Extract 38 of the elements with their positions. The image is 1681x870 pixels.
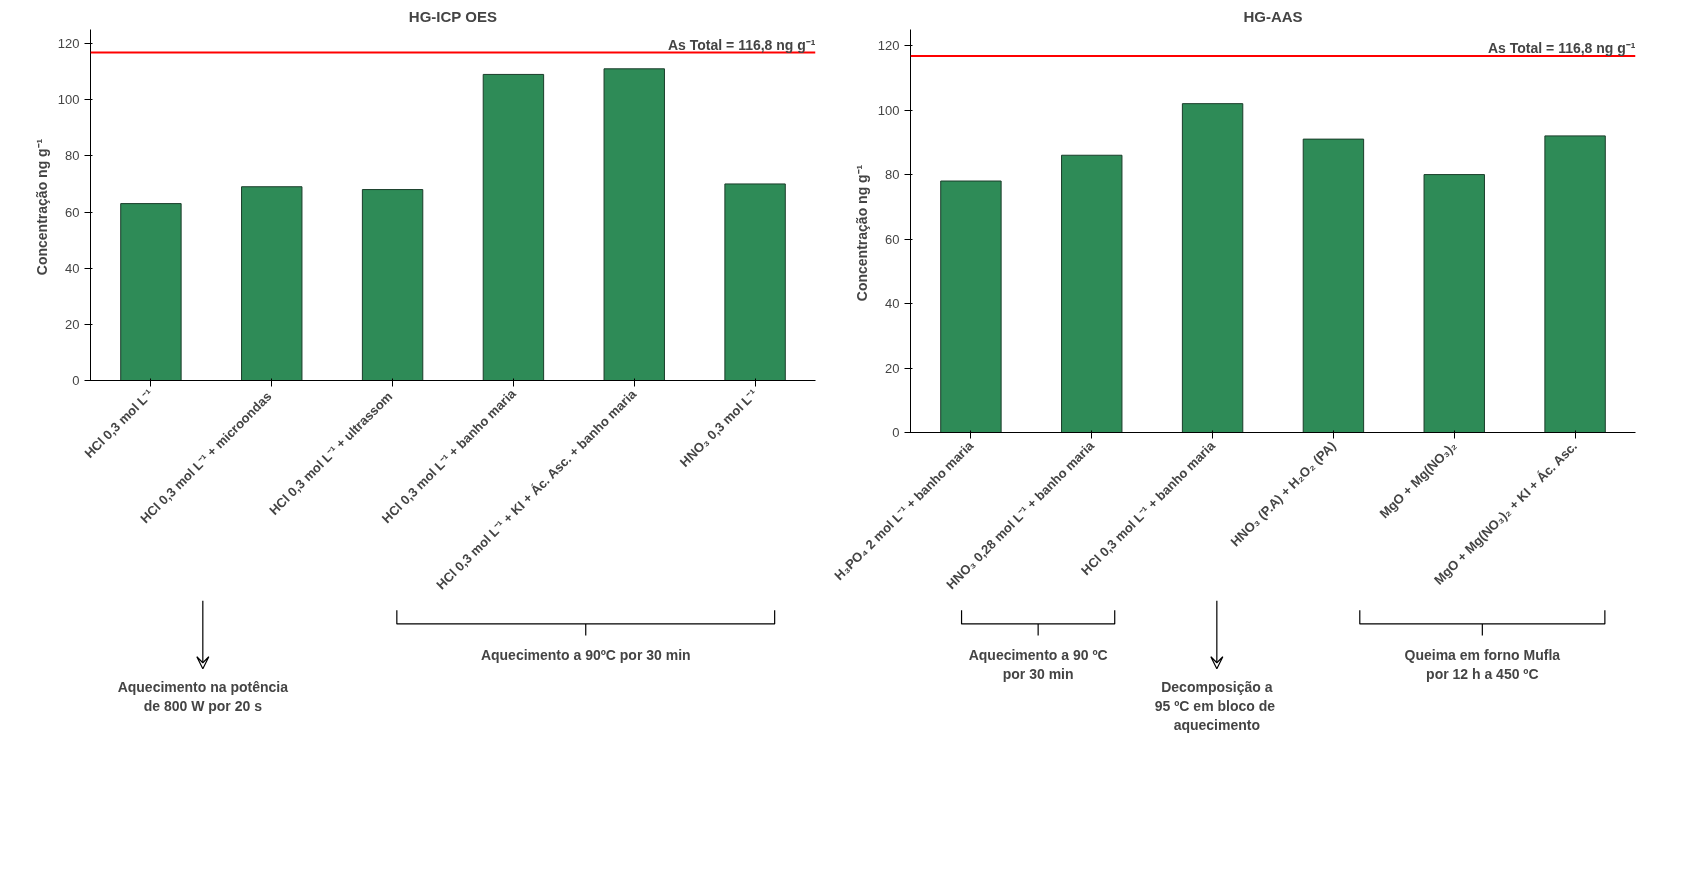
y-tick-label: 20 (65, 316, 80, 332)
y-tick-label: 100 (877, 102, 900, 118)
chart-title: HG-AAS (1243, 7, 1303, 25)
bar (1544, 135, 1606, 433)
bar (361, 189, 424, 381)
y-tick-label: 0 (892, 425, 900, 440)
y-axis-title: Concentração ng g⁻¹ (853, 164, 870, 302)
text: Queima em forno Mufla por 12 h a 450 ºC (1404, 647, 1561, 683)
x-tick-label: HCl 0,3 mol L⁻¹ (81, 386, 157, 461)
bar (120, 203, 182, 381)
text: Decomposição a 95 ºC em bloco de aquecimento (1154, 678, 1276, 733)
text: Aquecimento a 90ºC por 30 min (480, 647, 691, 664)
bar (1061, 154, 1123, 433)
bar (1181, 103, 1244, 433)
y-tick-label: 100 (57, 92, 80, 108)
y-tick-label: 40 (885, 296, 900, 312)
text: Aquecimento na potência de 800 W por 20 s (117, 678, 289, 714)
bar (1302, 138, 1365, 433)
y-tick-label: 80 (65, 148, 80, 164)
bar (482, 73, 545, 381)
chart-title: HG-ICP OES (408, 7, 497, 25)
y-tick-label: 40 (65, 260, 80, 276)
ref-line-label: As Total = 116,8 ng g⁻¹ (668, 36, 816, 53)
bar (724, 183, 786, 381)
y-axis-title: Concentração ng g⁻¹ (33, 138, 50, 276)
bar (241, 186, 303, 381)
y-tick-label: 120 (877, 38, 900, 54)
y-tick-label: 120 (57, 36, 80, 52)
y-tick-label: 60 (65, 204, 80, 220)
y-tick-label: 0 (72, 373, 80, 388)
bar (1423, 174, 1485, 433)
ref-line-label: As Total = 116,8 ng g⁻¹ (1488, 39, 1636, 56)
y-tick-label: 80 (885, 167, 900, 183)
y-tick-label: 20 (885, 360, 900, 376)
y-tick-label: 60 (885, 231, 900, 247)
text: Aquecimento a 90 ºC por 30 min (968, 647, 1108, 683)
bar (940, 180, 1002, 433)
bar (603, 68, 665, 381)
